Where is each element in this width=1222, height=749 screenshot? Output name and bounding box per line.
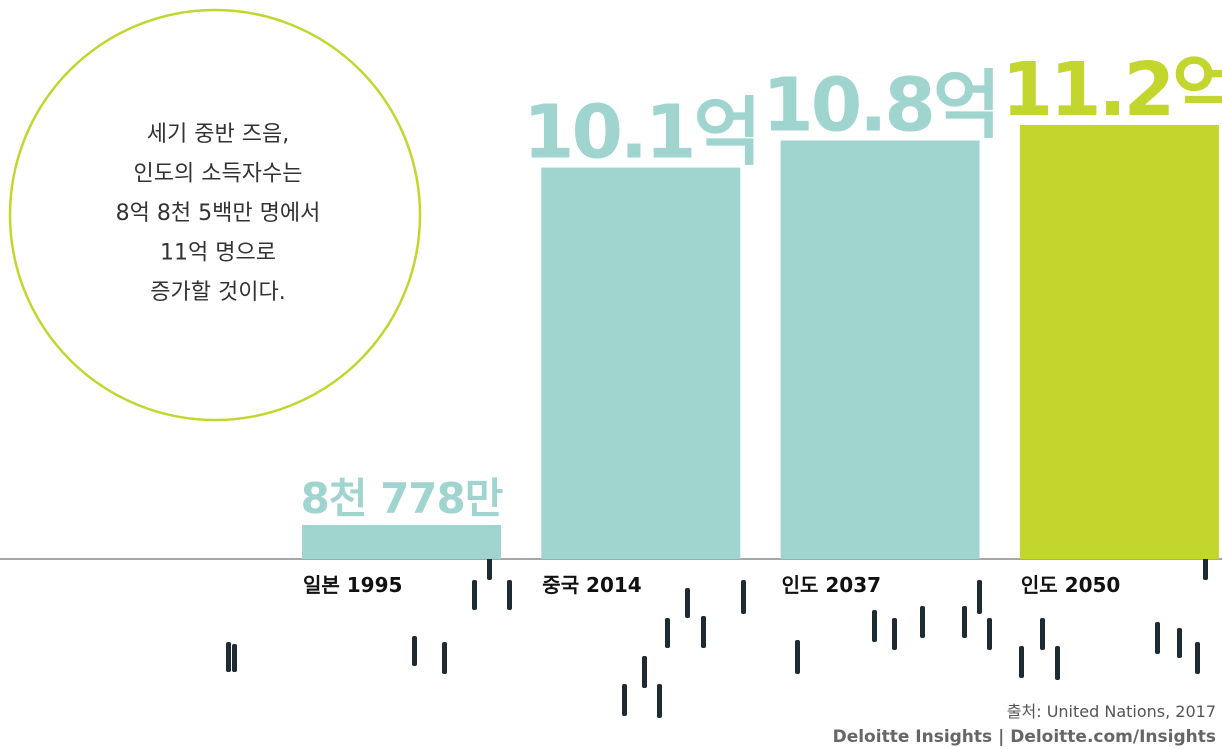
value-label: 10.8억: [762, 63, 998, 149]
bar: [541, 167, 741, 559]
category-label: 중국 2014: [542, 573, 641, 597]
source-label: 출처:: [1007, 702, 1042, 721]
value-label: 11.2억: [1002, 47, 1222, 133]
bar: [1019, 125, 1219, 559]
category-label: 일본 1995: [303, 573, 402, 597]
category-label: 인도 2050: [1021, 573, 1120, 597]
value-label: 10.1억: [523, 90, 759, 176]
source-text: United Nations, 2017: [1047, 702, 1216, 721]
bar: [780, 140, 980, 559]
source: 출처: United Nations, 2017: [1007, 702, 1216, 721]
annotation-line: 세기 중반 즈음,: [147, 122, 289, 147]
annotation-line: 인도의 소득자수는: [134, 162, 303, 187]
crowd: [226, 546, 1208, 718]
annotation-line: 증가할 것이다.: [150, 280, 285, 305]
bar: [302, 524, 501, 559]
value-label: 8천 778만: [301, 474, 503, 523]
category-label: 인도 2037: [782, 573, 881, 597]
annotation-line: 8억 8천 5백만 명에서: [116, 201, 321, 226]
credit: Deloitte Insights | Deloitte.com/Insight…: [833, 727, 1216, 747]
annotation-line: 11억 명으로: [160, 241, 276, 266]
annotation-circle: [8, 8, 422, 422]
